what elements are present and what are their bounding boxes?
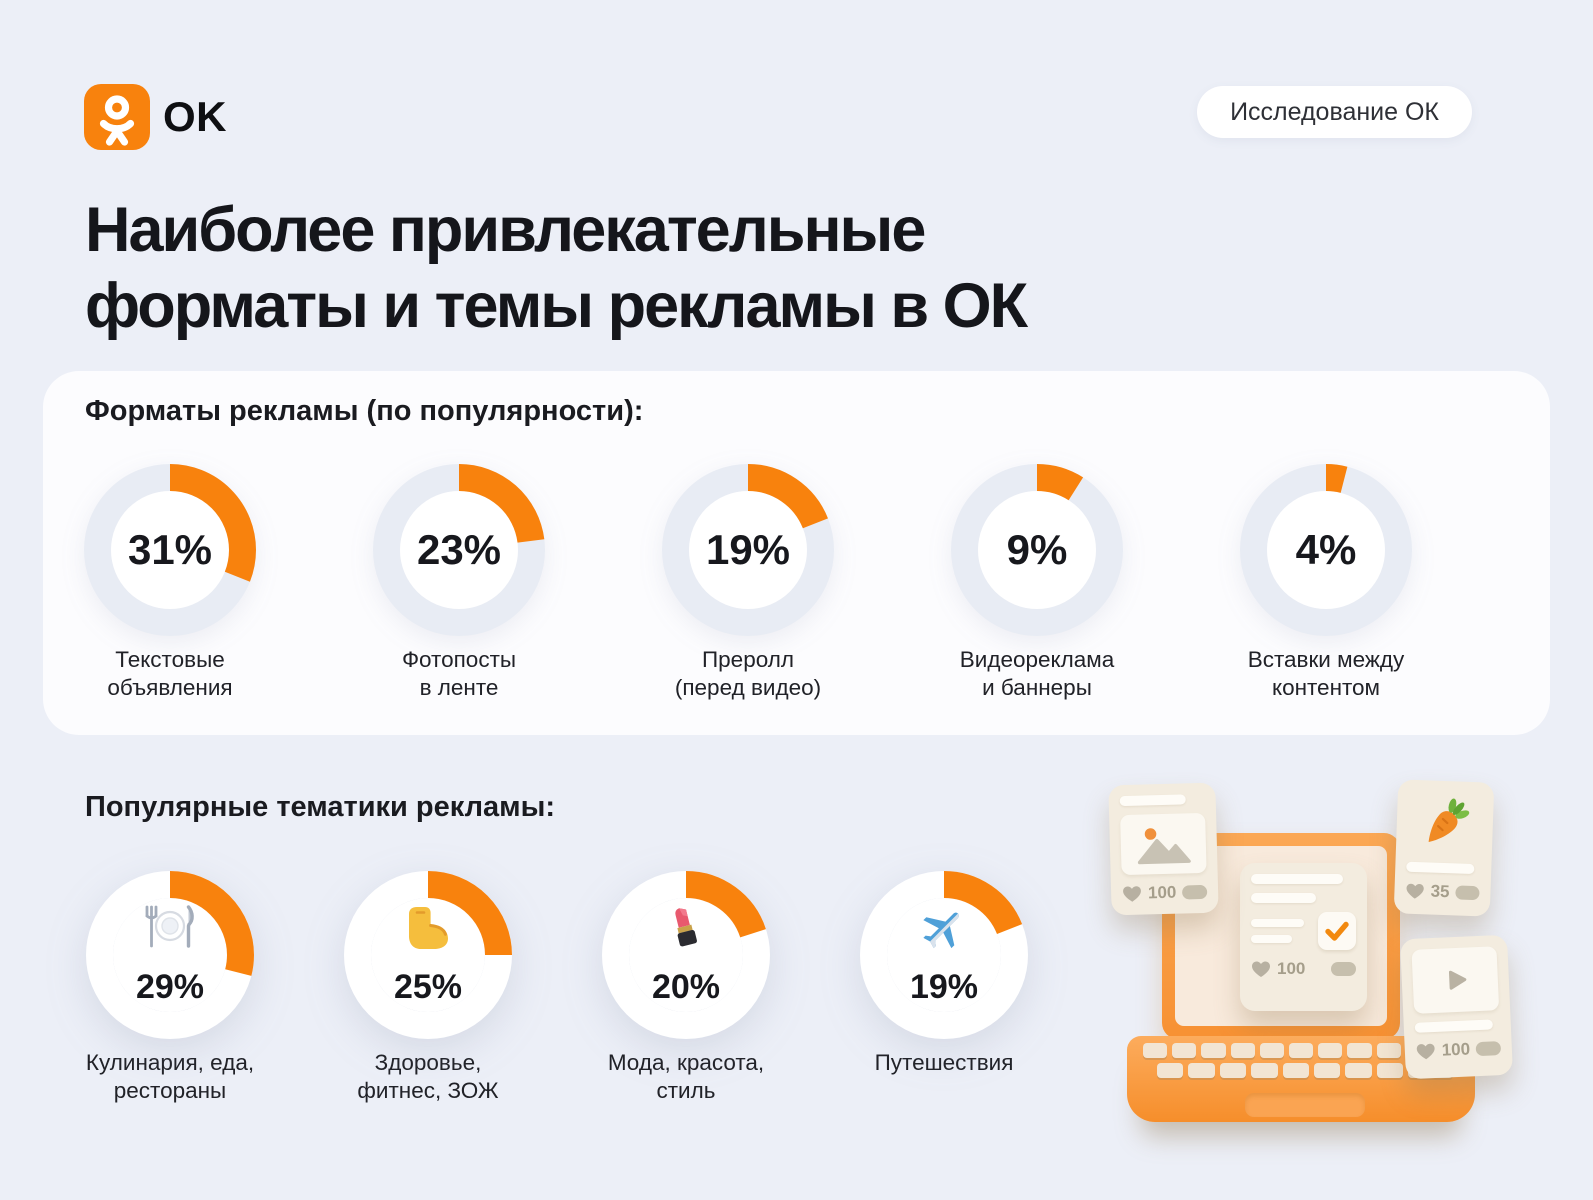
formats-heading: Форматы рекламы (по популярности): [85, 395, 644, 427]
heart-icon [1406, 883, 1424, 899]
comment-pill [1455, 885, 1480, 901]
chart-label: Путешествия [874, 1050, 1014, 1075]
research-badge: Исследование ОК [1197, 86, 1472, 138]
format-chart-text-ads: 31% Текстовые объявления [55, 464, 285, 702]
chart-label: Вставки между контентом [1247, 647, 1405, 700]
comment-pill [1331, 962, 1356, 976]
donut-chart [662, 464, 834, 636]
chart-label: Видеореклама и баннеры [959, 647, 1115, 700]
laptop-keyboard [1143, 1043, 1460, 1083]
chart-label: Преролл (перед видео) [674, 647, 822, 700]
airplane-icon [923, 912, 959, 949]
donut-chart [951, 464, 1123, 636]
formats-panel: Форматы рекламы (по популярности): 31% Т… [43, 371, 1550, 735]
ok-logo-icon [84, 84, 150, 150]
logo-wordmark: OK [163, 93, 227, 140]
flexed-biceps-icon [409, 907, 448, 949]
format-chart-video-banners: 9% Видеореклама и баннеры [922, 464, 1152, 702]
percent-value: 9% [1006, 526, 1068, 573]
themes-heading: Популярные тематики рекламы: [85, 791, 556, 823]
donut-chart [860, 871, 1028, 1039]
donut-chart [344, 871, 512, 1039]
likes-count: 100 [1277, 959, 1306, 978]
lipstick-icon [675, 908, 697, 947]
donut-chart [84, 464, 256, 636]
format-chart-content-inserts: 4% Вставки между контентом [1211, 464, 1441, 702]
format-chart-photo-posts: 23% Фотопосты в ленте [344, 464, 574, 702]
donut-chart [1240, 464, 1412, 636]
donut-chart [373, 464, 545, 636]
percent-value: 29% [135, 968, 205, 1006]
laptop-illustration: 100 100 [1085, 755, 1525, 1135]
percent-value: 23% [416, 526, 502, 573]
donut-chart [602, 871, 770, 1039]
percent-value: 19% [909, 968, 979, 1006]
theme-chart-fashion: 20% Мода, красота, стиль [556, 871, 816, 1105]
laptop-trackpad [1245, 1093, 1365, 1117]
percent-value: 25% [393, 968, 463, 1006]
chart-label: Мода, красота, стиль [607, 1050, 765, 1103]
percent-value: 31% [127, 526, 213, 573]
image-post-card: 100 [1108, 782, 1219, 916]
percent-value: 19% [705, 526, 791, 573]
theme-chart-travel: 19% Путешествия [814, 871, 1074, 1077]
donut-chart [86, 871, 254, 1039]
video-post-card: 100 [1399, 934, 1514, 1080]
format-chart-preroll: 19% Преролл (перед видео) [633, 464, 863, 702]
percent-value: 20% [651, 968, 721, 1006]
likes-count: 100 [1441, 1039, 1471, 1060]
likes-count: 100 [1147, 882, 1177, 903]
likes-count: 35 [1430, 881, 1450, 902]
feed-post-card: 100 [1240, 863, 1367, 1011]
heart-icon [1252, 961, 1270, 977]
fork-knife-plate-icon [145, 905, 194, 948]
carrot-post-card: 35 [1393, 779, 1495, 917]
theme-chart-health: 25% Здоровье, фитнес, ЗОЖ [298, 871, 558, 1105]
play-icon [1411, 946, 1500, 1014]
theme-chart-food: 29% Кулинария, еда, рестораны [40, 871, 300, 1105]
page-title: Наиболее привлекательные форматы и темы … [85, 195, 1028, 341]
chart-label: Текстовые объявления [107, 647, 233, 700]
comment-pill [1475, 1041, 1502, 1057]
chart-label: Здоровье, фитнес, ЗОЖ [357, 1050, 499, 1103]
heart-icon [1416, 1043, 1435, 1060]
heart-icon [1123, 886, 1141, 902]
chart-label: Кулинария, еда, рестораны [85, 1050, 255, 1103]
percent-value: 4% [1295, 526, 1357, 573]
carrot-icon [1407, 791, 1483, 858]
checkmark-icon [1318, 912, 1356, 950]
comment-pill [1182, 884, 1208, 900]
image-placeholder-icon [1120, 812, 1207, 876]
chart-label: Фотопосты в ленте [401, 647, 517, 700]
